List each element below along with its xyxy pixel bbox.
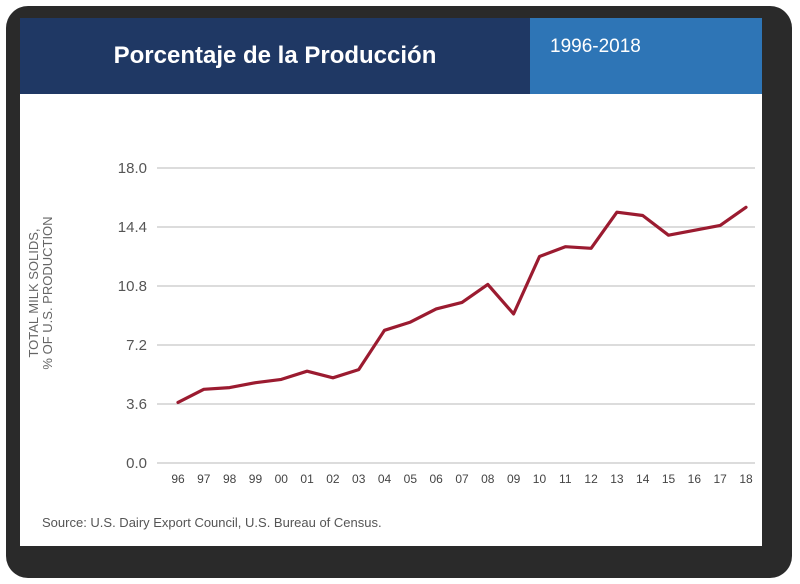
x-tick-label: 18 <box>739 472 753 486</box>
y-tick-label: 0.0 <box>126 455 147 472</box>
x-tick-label: 14 <box>636 472 650 486</box>
y-tick-label: 7.2 <box>126 337 147 354</box>
x-tick-label: 10 <box>533 472 547 486</box>
slide: Porcentaje de la Producción 1996-2018 0.… <box>20 18 762 546</box>
x-tick-label: 01 <box>300 472 314 486</box>
x-tick-label: 96 <box>171 472 185 486</box>
x-tick-label: 08 <box>481 472 495 486</box>
y-tick-label: 18.0 <box>118 160 147 177</box>
chart-subtitle-years: 1996-2018 <box>550 36 641 57</box>
y-tick-label: 3.6 <box>126 396 147 413</box>
header-years-bar: 1996-2018 <box>530 18 762 94</box>
x-tick-label: 03 <box>352 472 366 486</box>
source-note: Source: U.S. Dairy Export Council, U.S. … <box>42 515 382 530</box>
x-tick-label: 16 <box>688 472 702 486</box>
y-tick-label: 10.8 <box>118 278 147 295</box>
x-tick-label: 97 <box>197 472 211 486</box>
x-tick-label: 04 <box>378 472 392 486</box>
x-tick-label: 99 <box>249 472 263 486</box>
x-tick-label: 09 <box>507 472 521 486</box>
line-chart: 0.0 3.6 7.2 10.8 14.4 18.0 96 97 98 99 00 01 02 03 04… <box>26 160 755 486</box>
chart-title: Porcentaje de la Producción <box>113 42 437 69</box>
x-tick-label: 05 <box>404 472 418 486</box>
x-tick-label: 07 <box>455 472 469 486</box>
x-tick-label: 00 <box>275 472 289 486</box>
y-tick-label: 14.4 <box>118 219 147 236</box>
x-tick-label: 06 <box>430 472 444 486</box>
x-tick-label: 11 <box>559 472 572 486</box>
y-axis-title-line-1: TOTAL MILK SOLIDS, <box>26 228 41 357</box>
series-line <box>176 205 748 404</box>
x-tick-label: 13 <box>610 472 624 486</box>
header-title-bar: Porcentaje de la Producción <box>20 18 530 94</box>
x-tick-label: 17 <box>714 472 728 486</box>
x-tick-label: 98 <box>223 472 237 486</box>
x-tick-label: 15 <box>662 472 676 486</box>
x-tick-label: 12 <box>584 472 598 486</box>
x-tick-label: 02 <box>326 472 340 486</box>
y-axis-title-line-2: % OF U.S. PRODUCTION <box>40 216 55 369</box>
